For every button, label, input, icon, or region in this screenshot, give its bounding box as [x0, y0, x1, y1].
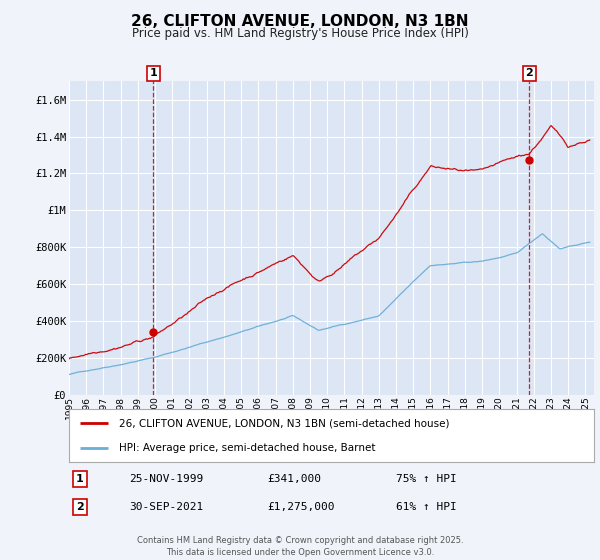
Text: HPI: Average price, semi-detached house, Barnet: HPI: Average price, semi-detached house,…: [119, 442, 376, 452]
Text: 26, CLIFTON AVENUE, LONDON, N3 1BN (semi-detached house): 26, CLIFTON AVENUE, LONDON, N3 1BN (semi…: [119, 418, 449, 428]
Text: 30-SEP-2021: 30-SEP-2021: [129, 502, 203, 512]
Text: £341,000: £341,000: [267, 474, 321, 484]
Text: Contains HM Land Registry data © Crown copyright and database right 2025.
This d: Contains HM Land Registry data © Crown c…: [137, 536, 463, 557]
Text: 2: 2: [526, 68, 533, 78]
Text: 2: 2: [76, 502, 83, 512]
Text: 25-NOV-1999: 25-NOV-1999: [129, 474, 203, 484]
Text: Price paid vs. HM Land Registry's House Price Index (HPI): Price paid vs. HM Land Registry's House …: [131, 27, 469, 40]
Text: £1,275,000: £1,275,000: [267, 502, 335, 512]
Text: 75% ↑ HPI: 75% ↑ HPI: [396, 474, 457, 484]
Text: 26, CLIFTON AVENUE, LONDON, N3 1BN: 26, CLIFTON AVENUE, LONDON, N3 1BN: [131, 14, 469, 29]
Text: 1: 1: [76, 474, 83, 484]
Text: 61% ↑ HPI: 61% ↑ HPI: [396, 502, 457, 512]
Text: 1: 1: [149, 68, 157, 78]
